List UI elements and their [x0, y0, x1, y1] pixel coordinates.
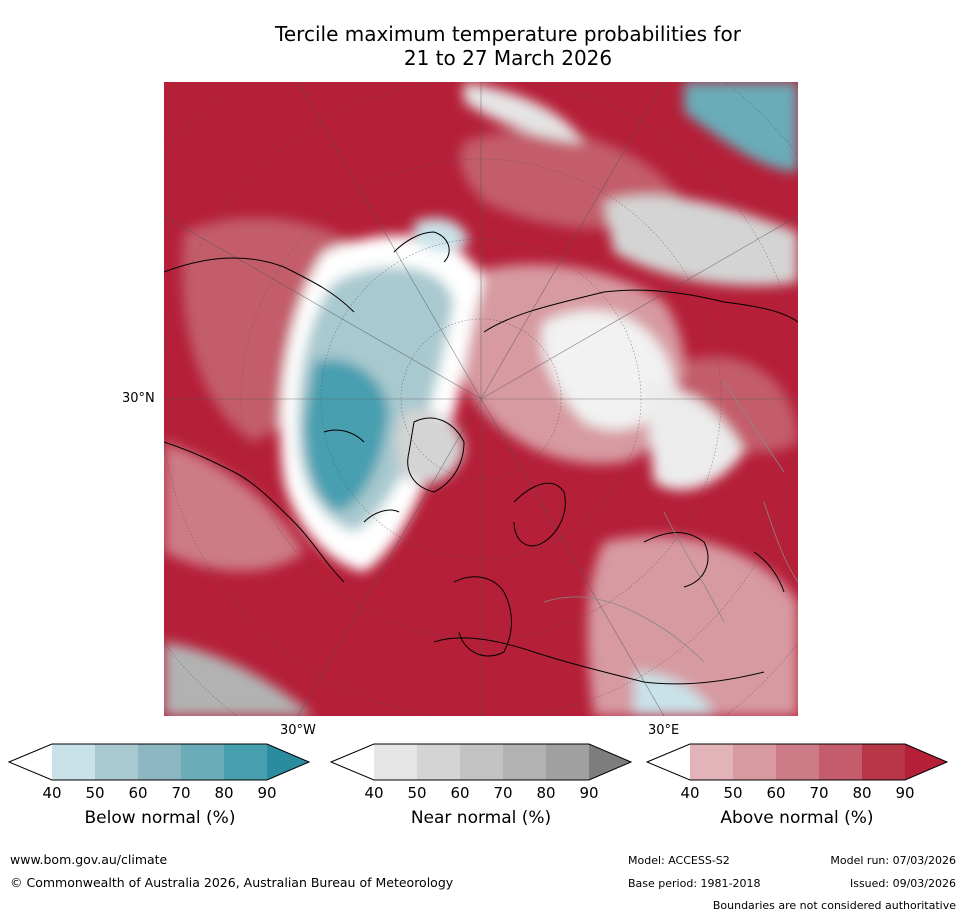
colorbar-segment — [546, 744, 589, 780]
above-normal-title: Above normal (%) — [720, 808, 874, 828]
above-normal-zone — [164, 442, 304, 571]
map-canvas — [164, 82, 798, 716]
country-border — [763, 501, 798, 583]
coastline — [753, 551, 785, 593]
probability-map — [164, 82, 798, 716]
colorbar-segment — [460, 744, 503, 780]
coastline — [164, 257, 355, 313]
colorbar-segment — [138, 744, 181, 780]
near-normal-zone — [604, 195, 798, 286]
colorbar-below-normal — [8, 743, 310, 781]
base-period: Base period: 1981-2018 — [628, 877, 761, 890]
colorbar-segment — [503, 744, 546, 780]
colorbar-segment — [589, 744, 631, 780]
colorbar-segment — [647, 744, 690, 780]
copyright-text: © Commonwealth of Australia 2026, Austra… — [10, 875, 454, 890]
colorbar-segment — [819, 744, 862, 780]
colorbar-tick: 70 — [171, 784, 191, 802]
colorbar-near-normal — [330, 743, 632, 781]
colorbar-tick: 40 — [680, 784, 700, 802]
near-normal-zone — [644, 382, 744, 491]
colorbar-tick: 90 — [895, 784, 915, 802]
colorbar-tick: 70 — [493, 784, 513, 802]
colorbar-tick: 60 — [766, 784, 786, 802]
colorbar-tick: 80 — [214, 784, 234, 802]
colorbar-tick: 80 — [852, 784, 872, 802]
title-line-2: 21 to 27 March 2026 — [403, 46, 613, 70]
colorbar-segment — [374, 744, 417, 780]
latitude-label: 30°N — [122, 391, 155, 406]
coastline — [393, 231, 450, 263]
colorbar-tick: 40 — [364, 784, 384, 802]
model-name: Model: ACCESS-S2 — [628, 854, 730, 867]
colorbar-tick: 50 — [723, 784, 743, 802]
colorbar-segment — [690, 744, 733, 780]
colorbar-segment — [95, 744, 138, 780]
coastline — [323, 429, 365, 443]
greenland-coastline — [407, 417, 465, 493]
below-normal-zone — [684, 82, 798, 172]
colorbar-segment — [224, 744, 267, 780]
coastline — [453, 576, 512, 657]
colorbar-segment — [9, 744, 52, 780]
website-link[interactable]: www.bom.gov.au/climate — [10, 852, 168, 867]
colorbar-segment — [181, 744, 224, 780]
model-run-date: Model run: 07/03/2026 — [830, 854, 956, 867]
below-normal-title: Below normal (%) — [84, 808, 236, 828]
colorbar-segment — [267, 744, 309, 780]
longitude-label-west: 30°W — [280, 723, 316, 738]
near-normal-zone — [464, 82, 584, 142]
longitude-label-east: 30°E — [648, 723, 680, 738]
issued-date: Issued: 09/03/2026 — [849, 877, 956, 890]
colorbar-segment — [733, 744, 776, 780]
colorbar-segment — [862, 744, 905, 780]
country-border — [663, 511, 725, 623]
coastline — [483, 289, 798, 333]
colorbar-tick: 50 — [407, 784, 427, 802]
below-normal-zone — [304, 359, 389, 512]
colorbar-tick: 90 — [579, 784, 599, 802]
colorbar-segment — [776, 744, 819, 780]
colorbar-tick: 60 — [450, 784, 470, 802]
colorbar-segment — [417, 744, 460, 780]
colorbar-tick: 90 — [257, 784, 277, 802]
colorbar-tick: 60 — [128, 784, 148, 802]
mediterranean-coastline — [433, 637, 765, 685]
country-border — [543, 596, 705, 663]
colorbar-tick: 50 — [85, 784, 105, 802]
above-normal-zone — [587, 535, 798, 716]
colorbar-tick: 40 — [42, 784, 62, 802]
colorbar-segment — [905, 744, 947, 780]
country-border — [723, 381, 785, 473]
colorbar-tick: 80 — [536, 784, 556, 802]
colorbar-tick: 70 — [809, 784, 829, 802]
colorbar-segment — [331, 744, 374, 780]
coastline — [164, 441, 345, 583]
coastline — [363, 509, 400, 523]
near-normal-zone — [164, 642, 314, 716]
boundaries-disclaimer: Boundaries are not considered authoritat… — [712, 899, 956, 912]
coastline — [643, 532, 709, 588]
scandinavia-coastline — [513, 482, 566, 547]
below-normal-zone — [414, 218, 469, 252]
colorbar-above-normal — [646, 743, 948, 781]
title-line-1: Tercile maximum temperature probabilitie… — [275, 22, 741, 46]
map-title: Tercile maximum temperature probabilitie… — [200, 22, 816, 70]
colorbar-segment — [52, 744, 95, 780]
near-normal-title: Near normal (%) — [410, 808, 552, 828]
